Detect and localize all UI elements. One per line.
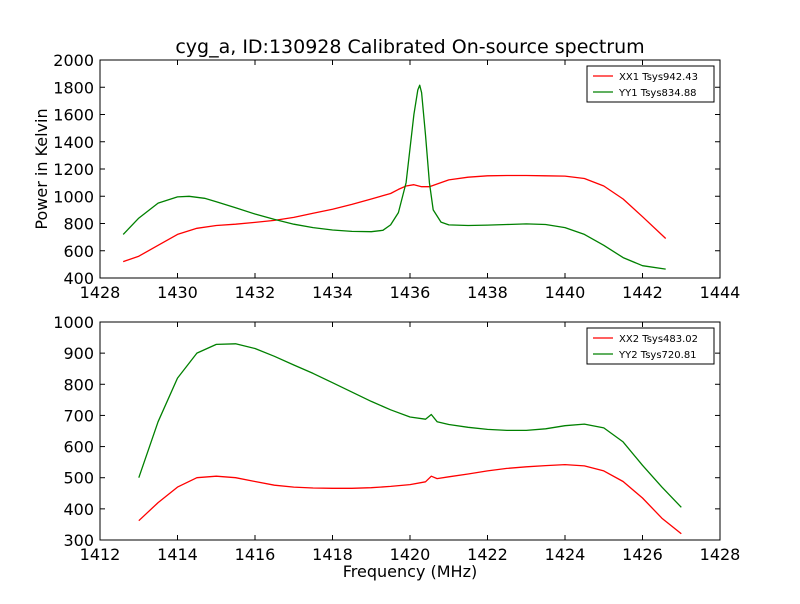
x-tick-label-2: 1412 <box>80 545 121 564</box>
y-tick-label-2: 900 <box>63 344 94 363</box>
series-line-1-1 <box>122 174 667 263</box>
x-tick-label-1: 1438 <box>467 283 508 302</box>
series-line-2-1 <box>138 463 682 535</box>
x-tick-label-1: 1436 <box>390 283 431 302</box>
y-axis-label: Power in Kelvin <box>32 108 51 229</box>
x-tick-label-2: 1428 <box>700 545 741 564</box>
x-tick-label-1: 1430 <box>157 283 198 302</box>
y-tick-label-2: 400 <box>63 500 94 519</box>
x-tick-label-1: 1432 <box>235 283 276 302</box>
x-tick-label-1: 1440 <box>545 283 586 302</box>
x-tick-label-2: 1418 <box>312 545 353 564</box>
x-tick-label-1: 1434 <box>312 283 353 302</box>
series-line-1-2 <box>122 84 666 270</box>
x-axis-label: Frequency (MHz) <box>343 562 477 581</box>
y-tick-label-1: 1000 <box>53 187 94 206</box>
y-tick-label-2: 800 <box>63 375 94 394</box>
y-tick-label-1: 1600 <box>53 106 94 125</box>
x-tick-label-2: 1420 <box>390 545 431 564</box>
y-tick-label-1: 1200 <box>53 160 94 179</box>
legend-box-1 <box>586 65 715 103</box>
chart-title: cyg_a, ID:130928 Calibrated On-source sp… <box>175 36 644 58</box>
legend-label-1-2: YY1 Tsys834.88 <box>618 88 697 99</box>
legend-box-2 <box>586 327 715 365</box>
x-tick-label-2: 1422 <box>467 545 508 564</box>
x-tick-label-1: 1428 <box>80 283 121 302</box>
y-tick-label-2: 300 <box>63 531 94 550</box>
y-tick-label-1: 600 <box>63 242 94 261</box>
x-tick-label-2: 1426 <box>622 545 663 564</box>
y-tick-label-1: 400 <box>63 269 94 288</box>
y-tick-label-1: 800 <box>63 215 94 234</box>
x-tick-label-2: 1416 <box>235 545 276 564</box>
legend-label-2-2: YY2 Tsys720.81 <box>618 350 697 361</box>
legend-label-2-1: XX2 Tsys483.02 <box>619 334 698 345</box>
y-tick-label-1: 2000 <box>53 51 94 70</box>
x-tick-label-1: 1444 <box>700 283 741 302</box>
x-tick-label-1: 1442 <box>622 283 663 302</box>
y-tick-label-2: 700 <box>63 406 94 425</box>
series-line-2-2 <box>138 343 682 508</box>
y-tick-label-2: 600 <box>63 438 94 457</box>
y-tick-label-2: 500 <box>63 469 94 488</box>
x-tick-label-2: 1414 <box>157 545 198 564</box>
x-tick-label-2: 1424 <box>545 545 586 564</box>
y-tick-label-1: 1800 <box>53 78 94 97</box>
y-tick-label-1: 1400 <box>53 133 94 152</box>
y-tick-label-2: 1000 <box>53 313 94 332</box>
legend-label-1-1: XX1 Tsys942.43 <box>619 72 698 83</box>
